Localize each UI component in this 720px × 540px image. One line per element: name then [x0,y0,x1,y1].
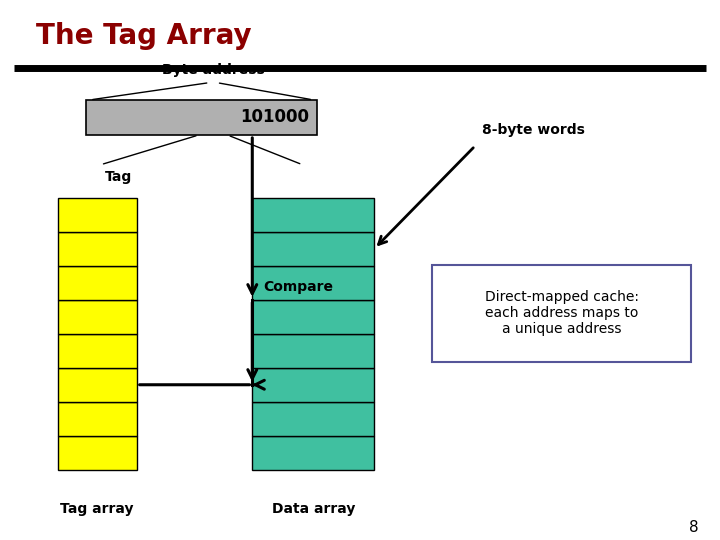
Bar [86,100,317,135]
Bar [252,402,374,436]
Bar [252,334,374,368]
Text: Data array: Data array [271,502,355,516]
Text: Tag: Tag [104,170,132,184]
Bar [58,368,137,402]
Text: The Tag Array: The Tag Array [36,22,251,50]
Bar [252,232,374,266]
Text: Direct-mapped cache:
each address maps to
a unique address: Direct-mapped cache: each address maps t… [485,290,639,336]
Bar [252,368,374,402]
Bar [432,265,691,362]
Bar [252,436,374,470]
Text: Byte address: Byte address [162,63,264,77]
Bar [58,266,137,300]
Text: 101000: 101000 [240,109,310,126]
Text: 8-byte words: 8-byte words [482,123,585,137]
Bar [58,436,137,470]
Bar [58,300,137,334]
Bar [252,266,374,300]
Text: Compare: Compare [263,280,333,294]
Bar [252,300,374,334]
Text: 8: 8 [689,519,698,535]
Bar [58,402,137,436]
Bar [58,198,137,232]
Bar [58,334,137,368]
Bar [252,198,374,232]
Bar [58,232,137,266]
Text: Tag array: Tag array [60,502,134,516]
